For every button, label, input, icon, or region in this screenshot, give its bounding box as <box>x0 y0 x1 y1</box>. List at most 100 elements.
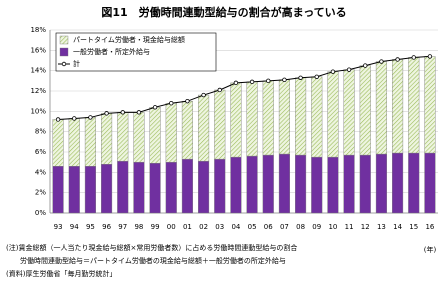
bar-segment <box>230 156 242 214</box>
chart-title: 図11 労働時間連動型給与の割合が高まっている <box>101 5 346 19</box>
total-marker <box>395 57 400 62</box>
bar-segment <box>327 71 339 158</box>
legend-label: 一般労働者・所定外給与 <box>73 47 150 56</box>
bar-segment <box>246 81 258 157</box>
bar-segment <box>424 152 436 214</box>
y-tick-label: 2% <box>35 189 46 197</box>
bar-segment <box>198 94 210 162</box>
bar-segment <box>165 161 177 214</box>
total-marker <box>136 110 142 115</box>
total-marker <box>55 117 61 122</box>
legend-swatch <box>59 35 69 45</box>
note: (資料)厚生労働省「毎月勤労統計」 <box>6 269 116 278</box>
legend-box <box>55 32 217 72</box>
x-tick-label: 04 <box>231 223 240 231</box>
legend-label: パートタイム労働者・現金給与総額 <box>73 35 185 44</box>
x-tick-label: 11 <box>345 223 354 231</box>
total-marker <box>72 116 77 121</box>
x-tick-label: 08 <box>296 223 305 231</box>
bar-segment <box>117 160 129 214</box>
total-marker <box>201 92 206 98</box>
x-tick-label: 96 <box>102 223 111 231</box>
bar-segment <box>52 166 64 214</box>
x-tick-label: 10 <box>328 223 337 231</box>
bar-segment <box>408 57 420 154</box>
x-tick-label: 13 <box>377 223 386 231</box>
total-marker <box>363 63 368 68</box>
total-marker <box>266 78 271 84</box>
bar-segment <box>149 162 161 214</box>
bar-segment <box>246 155 258 214</box>
y-tick-label: 14% <box>30 67 46 75</box>
total-marker <box>120 110 125 115</box>
bar-segment <box>214 89 226 160</box>
x-tick-label: 14 <box>393 223 402 231</box>
total-marker <box>233 80 239 86</box>
x-tick-label: 95 <box>86 223 95 231</box>
bar-segment <box>149 107 161 164</box>
x-tick-label: 94 <box>70 223 79 231</box>
legend-label: 計 <box>73 59 80 68</box>
bar-segment <box>101 163 113 214</box>
bar-segment <box>84 117 96 167</box>
total-marker <box>249 79 255 85</box>
bar-segment <box>392 152 404 214</box>
y-tick-label: 16% <box>30 46 46 54</box>
bar-segment <box>230 82 242 158</box>
y-tick-label: 18% <box>30 26 46 34</box>
total-marker <box>282 77 287 83</box>
total-marker <box>330 69 336 74</box>
bar-segment <box>181 100 193 160</box>
x-tick-label: 01 <box>183 223 192 231</box>
total-marker <box>88 115 93 120</box>
bar-segment <box>359 65 371 156</box>
bar-segment <box>295 77 307 156</box>
x-tick-label: 16 <box>425 223 434 231</box>
bar-segment <box>375 153 387 214</box>
y-tick-label: 6% <box>35 148 46 156</box>
x-tick-label: 07 <box>280 223 289 231</box>
bar-segment <box>214 158 226 214</box>
legend-swatch <box>59 47 69 57</box>
x-tick-label: 97 <box>118 223 127 231</box>
bar-segment <box>68 166 80 214</box>
bar-segment <box>84 166 96 214</box>
bar-segment <box>68 118 80 167</box>
bar-segment <box>392 59 404 154</box>
bar-segment <box>375 61 387 155</box>
total-marker <box>427 54 433 59</box>
bar-segment <box>311 156 323 214</box>
x-tick-label: 02 <box>199 223 208 231</box>
total-line <box>58 55 430 120</box>
bar-segment <box>52 119 64 167</box>
total-marker <box>379 59 384 64</box>
bar-segment <box>181 158 193 214</box>
total-marker <box>169 100 174 106</box>
x-tick-label: 05 <box>248 223 257 231</box>
bar-segment <box>165 102 177 163</box>
bar-segment <box>359 154 371 214</box>
y-tick-label: 12% <box>30 87 46 95</box>
x-tick-label: 03 <box>215 223 224 231</box>
total-marker <box>314 74 319 79</box>
x-tick-label: 09 <box>312 223 321 231</box>
note: 労働時間連動型給与＝パートタイム労働者の現金給与総額＋一般労働者の所定外給与 <box>6 256 286 265</box>
total-marker <box>152 105 158 110</box>
x-tick-label: 99 <box>151 223 160 231</box>
total-marker <box>217 87 222 93</box>
y-tick-label: 0% <box>35 209 46 217</box>
x-tick-label: 93 <box>54 223 63 231</box>
x-tick-label: 12 <box>361 223 370 231</box>
x-tick-label: 00 <box>167 223 176 231</box>
y-tick-label: 8% <box>35 128 46 136</box>
bar-segment <box>327 156 339 214</box>
bar-segment <box>424 56 436 154</box>
total-marker <box>298 75 303 80</box>
y-tick-label: 10% <box>30 107 46 115</box>
y-tick-label: 4% <box>35 168 46 176</box>
total-marker <box>185 98 190 104</box>
bar-segment <box>262 154 274 214</box>
bar-segment <box>198 160 210 214</box>
bar-segment <box>133 161 145 214</box>
